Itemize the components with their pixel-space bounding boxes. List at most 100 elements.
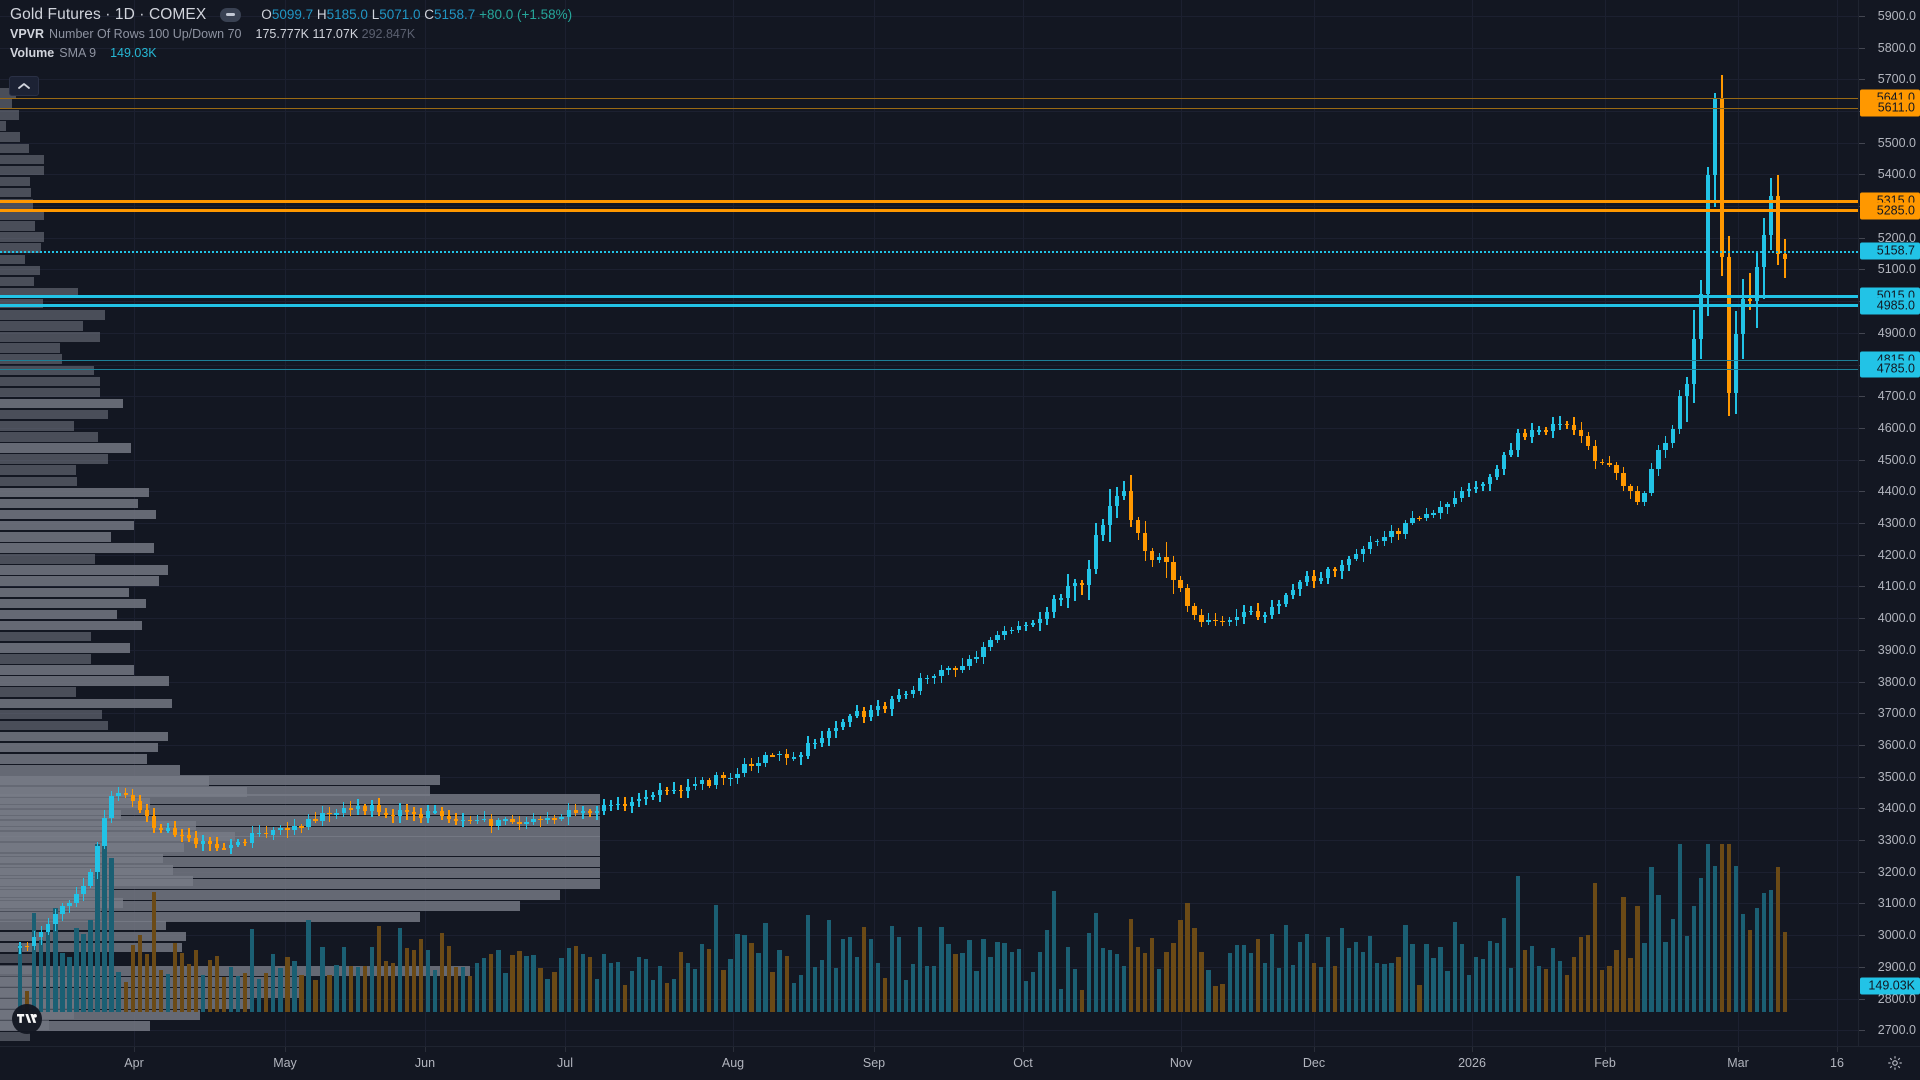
- price-level-badge[interactable]: 149.03K: [1860, 977, 1920, 995]
- candle-body: [770, 755, 775, 757]
- candle-body: [299, 826, 304, 828]
- volume-bar: [130, 944, 135, 1012]
- vpvr-row: [0, 698, 172, 708]
- candle-wick: [680, 785, 682, 798]
- resistance-zone-top[interactable]: [0, 97, 1858, 99]
- volume-bar: [1058, 988, 1064, 1012]
- candle-body: [172, 827, 178, 835]
- support-zone-upper-2[interactable]: [0, 304, 1858, 308]
- candle-body: [1220, 620, 1225, 623]
- current-price-line[interactable]: [0, 250, 1858, 253]
- price-level-badge[interactable]: 5611.0: [1860, 99, 1920, 116]
- candle-wick: [68, 900, 71, 913]
- symbol-title[interactable]: Gold Futures · 1D · COMEX: [10, 5, 207, 23]
- price-tick-label: 3800.0: [1877, 674, 1916, 689]
- volume-bar: [264, 972, 269, 1012]
- volume-bar: [1607, 965, 1612, 1012]
- resistance-zone-mid[interactable]: [0, 199, 1858, 203]
- volume-bar: [826, 919, 832, 1012]
- candle-body: [53, 913, 58, 924]
- volume-bar: [327, 975, 332, 1012]
- volume-bar: [1248, 953, 1253, 1012]
- vpvr-poc-row: [0, 988, 300, 998]
- volume-bar: [496, 949, 501, 1012]
- volume-bar: [545, 978, 550, 1012]
- candle-body: [967, 659, 972, 666]
- candle-body: [580, 811, 585, 813]
- open-value: 5099.7: [271, 7, 314, 22]
- volume-bar: [1431, 958, 1436, 1012]
- volume-bar: [1093, 913, 1099, 1012]
- price-level-badge[interactable]: 5285.0: [1860, 202, 1920, 220]
- candle-body: [271, 830, 276, 835]
- candle-body: [953, 668, 958, 671]
- volume-bar: [700, 943, 705, 1012]
- candle-body: [446, 815, 452, 820]
- support-zone-upper[interactable]: [0, 294, 1858, 298]
- candle-body: [735, 773, 740, 778]
- candle-body: [1093, 535, 1099, 570]
- candle-body: [236, 841, 241, 845]
- candle-body: [749, 763, 754, 767]
- vpvr-poc-row: [0, 775, 440, 785]
- price-tick-label: 4400.0: [1877, 484, 1916, 499]
- volume-bar: [137, 934, 142, 1012]
- price-level-badge[interactable]: 4785.0: [1860, 360, 1920, 378]
- price-level-badge[interactable]: 4985.0: [1860, 297, 1920, 315]
- indicator-row-volume[interactable]: Volume SMA 9 149.03K: [10, 43, 572, 62]
- candle-body: [221, 848, 227, 850]
- vpvr-indicator-name[interactable]: VPVR: [10, 26, 45, 41]
- time-axis[interactable]: Apr May Jun Jul Aug Sep Oct Nov Dec 2026 Feb Mar 16: [0, 1046, 1920, 1080]
- candle-body: [74, 894, 79, 903]
- volume-bar: [1009, 951, 1014, 1012]
- candle-body: [1030, 623, 1035, 625]
- candle-body: [1740, 299, 1746, 335]
- vpvr-row: [0, 598, 146, 609]
- gridline-h: [0, 903, 1858, 905]
- candle-body: [657, 789, 663, 795]
- symbol-legend-row[interactable]: Gold Futures · 1D · COMEX O5099.7 H5185.…: [10, 5, 572, 24]
- candle-body: [988, 640, 993, 648]
- volume-bar: [102, 844, 107, 1012]
- candle-body: [861, 710, 867, 718]
- volume-bar: [594, 978, 599, 1012]
- tradingview-logo-icon: [17, 1014, 37, 1023]
- candle-body: [1403, 522, 1408, 534]
- volume-bar: [320, 946, 325, 1012]
- volume-bar: [1466, 974, 1471, 1012]
- candle-body: [784, 753, 789, 759]
- indicator-row-vpvr[interactable]: VPVR Number Of Rows 100 Up/Down 70 175.7…: [10, 24, 572, 43]
- vpvr-up-volume: 175.777K: [255, 26, 310, 41]
- price-axis[interactable]: 5900.05800.05700.05600.05500.05400.05300…: [1858, 0, 1920, 1046]
- volume-bar: [1255, 938, 1260, 1012]
- volume-bar: [461, 967, 466, 1012]
- legend-collapse-button[interactable]: [9, 76, 39, 96]
- chart-plot-area[interactable]: [0, 0, 1858, 1046]
- eye-toggle-icon[interactable]: [220, 7, 242, 22]
- candle-body: [116, 793, 121, 797]
- vpvr-row: [0, 654, 91, 664]
- volume-bar: [397, 928, 403, 1012]
- vpvr-poc-row: [0, 857, 600, 867]
- gridline-h: [0, 649, 1858, 651]
- price-tick-label: 3000.0: [1877, 928, 1916, 943]
- price-tick-mark: [1859, 808, 1865, 810]
- candle-wick: [258, 824, 260, 837]
- price-tick-label: 3300.0: [1877, 833, 1916, 847]
- candle-body: [1691, 338, 1696, 384]
- gridline-h: [0, 332, 1858, 334]
- support-zone-lower-2[interactable]: [0, 369, 1858, 371]
- volume-bar: [95, 844, 100, 1012]
- volume-bar: [812, 967, 817, 1012]
- resistance-zone-top-2[interactable]: [0, 107, 1858, 109]
- support-zone-lower[interactable]: [0, 359, 1858, 361]
- chart-settings-gear-icon[interactable]: [1886, 1054, 1904, 1072]
- tradingview-logo[interactable]: [12, 1004, 42, 1034]
- volume-bar: [1733, 866, 1739, 1012]
- price-level-badge[interactable]: 5158.7: [1860, 242, 1920, 260]
- volume-bar: [664, 982, 670, 1012]
- volume-indicator-name[interactable]: Volume: [10, 45, 55, 60]
- candle-body: [439, 811, 445, 816]
- resistance-zone-mid-2[interactable]: [0, 209, 1858, 213]
- time-tick-mark: [134, 1047, 135, 1052]
